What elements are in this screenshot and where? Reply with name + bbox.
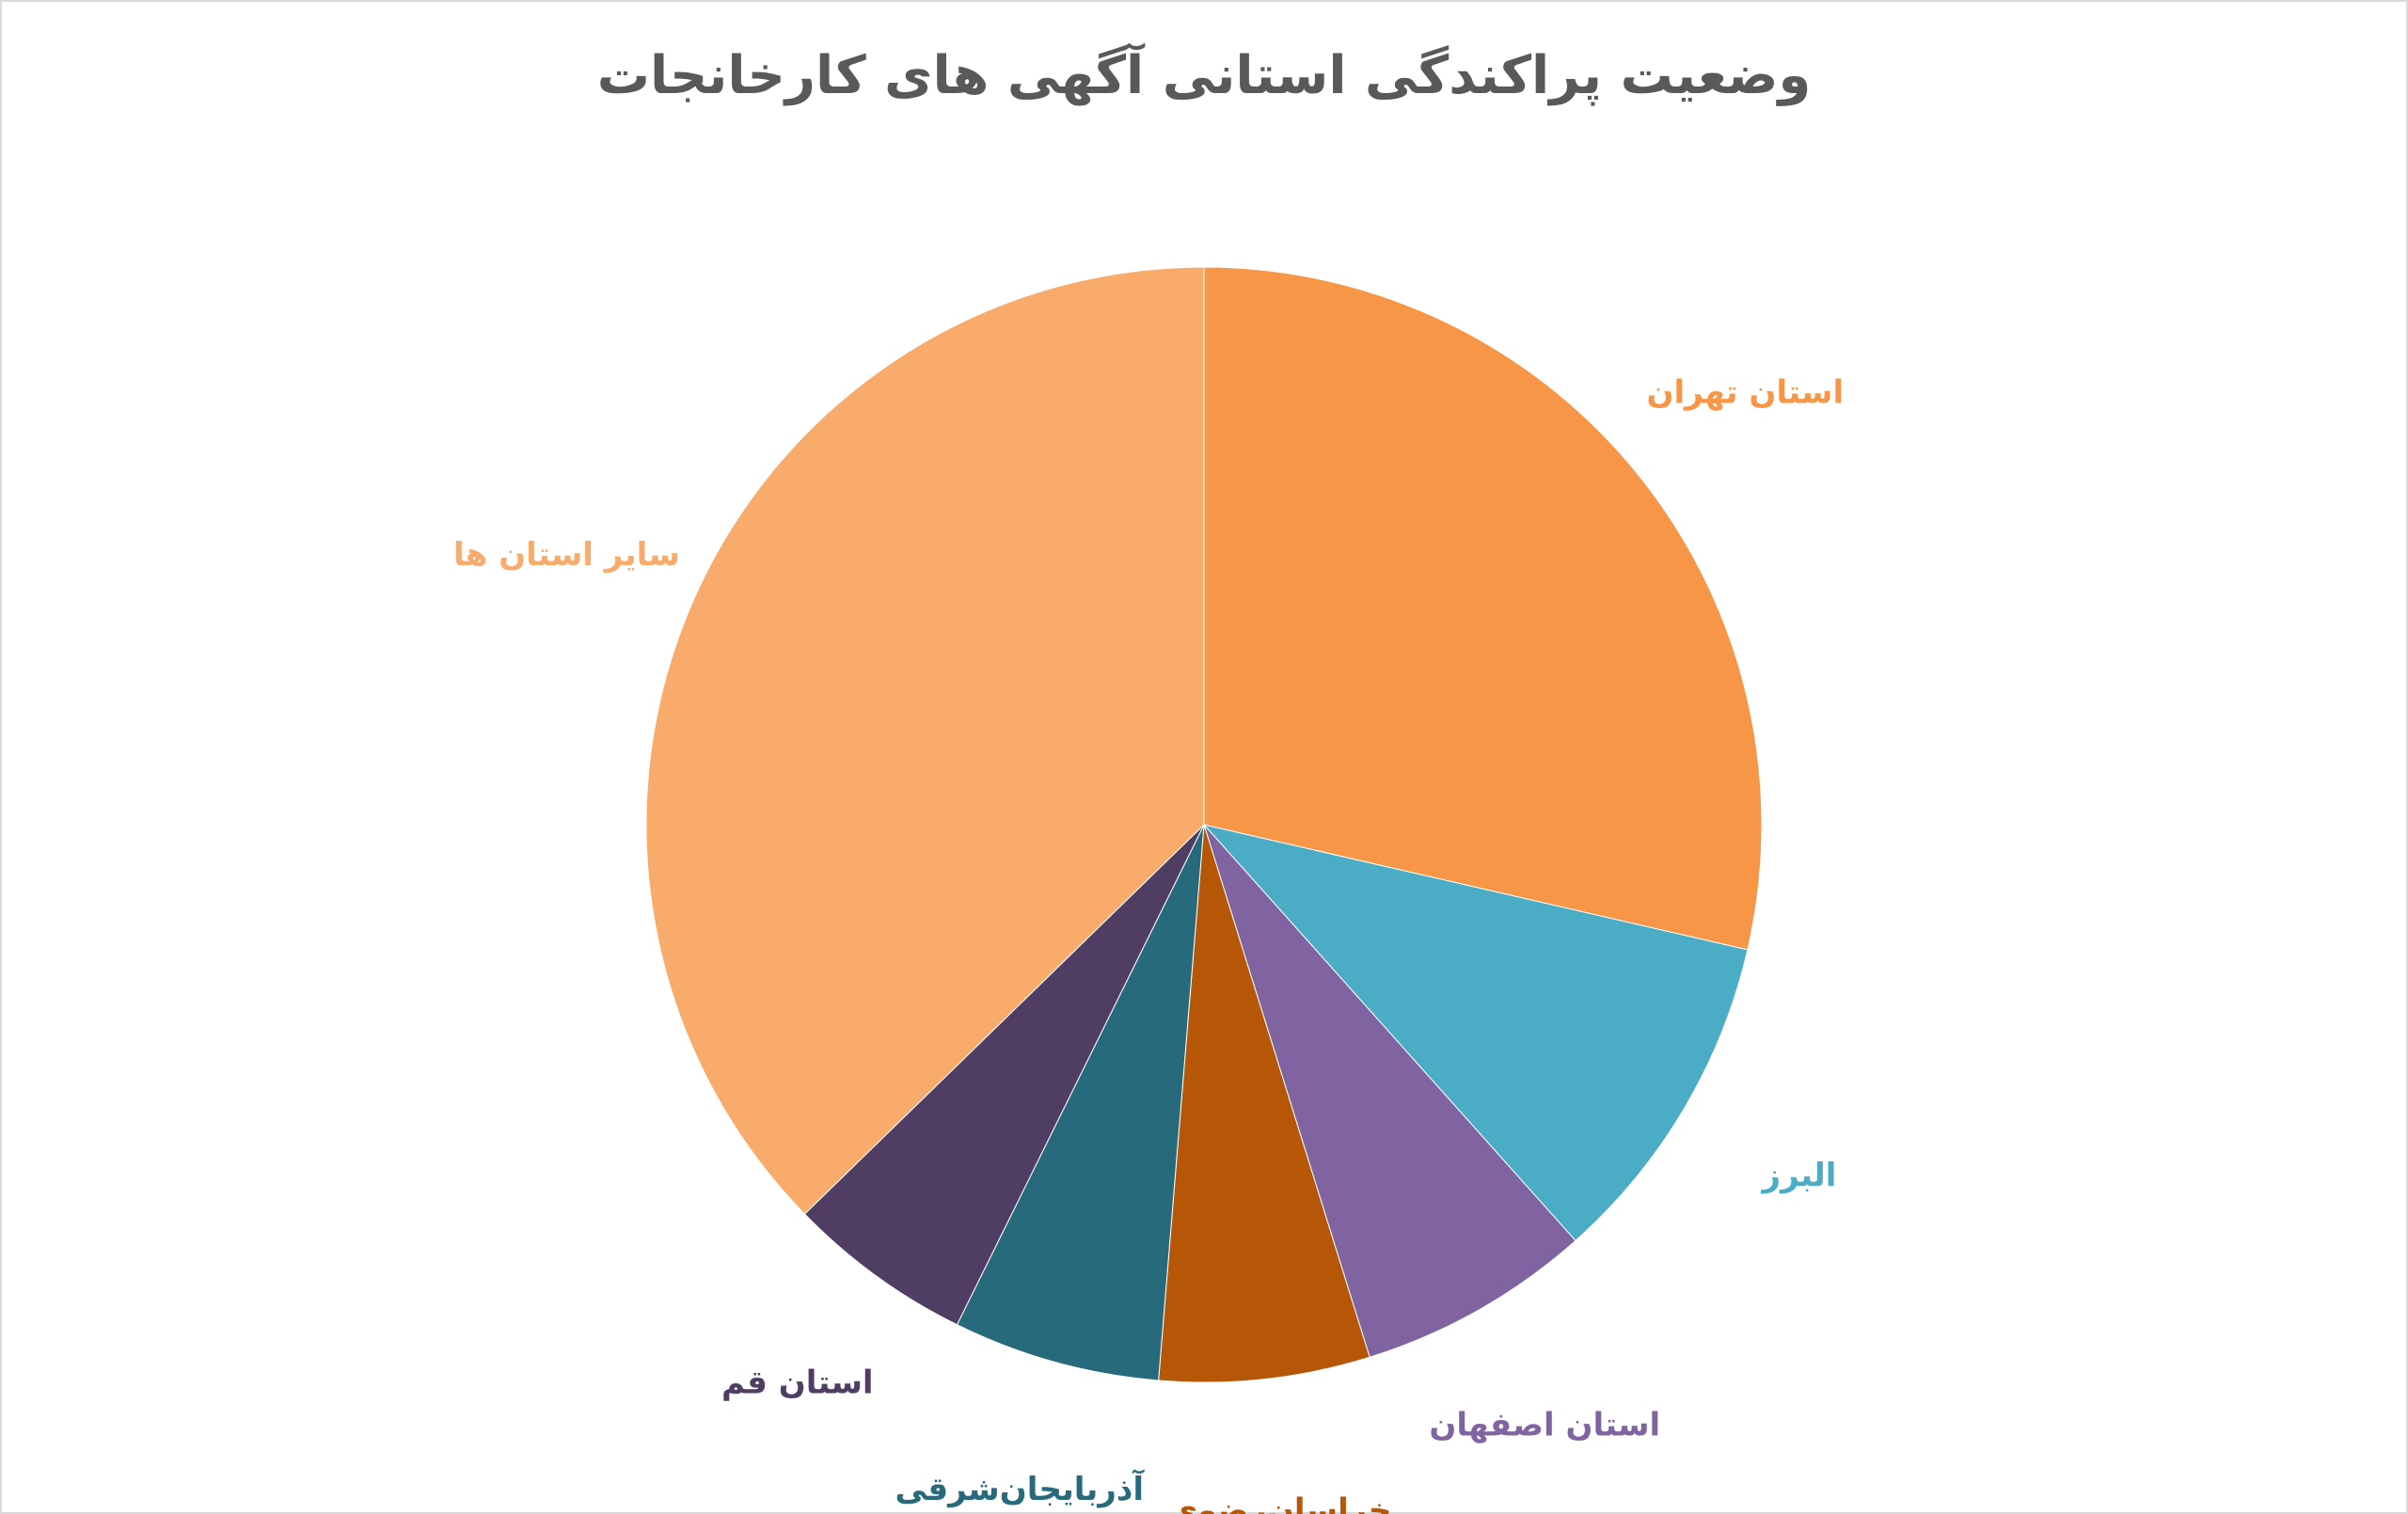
pie-slice: [803, 824, 1205, 1326]
pie-slice: [1203, 824, 1576, 1358]
slice-label: استان اصفهان: [1429, 1406, 1660, 1443]
pie-slice: [1203, 266, 1763, 951]
pie-slice: [645, 266, 1205, 1215]
slice-label: آذربایجان‌شرقی: [895, 1469, 1145, 1508]
slice-label: استان تهران: [1646, 374, 1844, 412]
slice-label: البرز: [1760, 1157, 1836, 1194]
pie-slice: [1158, 824, 1370, 1383]
pie-slice: [1202, 824, 1749, 1242]
slice-label: خراسان‌رضوی: [1168, 1491, 1391, 1514]
pie-slice: [956, 824, 1205, 1381]
slice-label: استان قم: [721, 1364, 874, 1401]
slice-label: سایر استان ها: [453, 536, 680, 574]
chart-title: وضعیت پراکندگی استانی آگهی های کارخانجات: [597, 42, 1812, 106]
